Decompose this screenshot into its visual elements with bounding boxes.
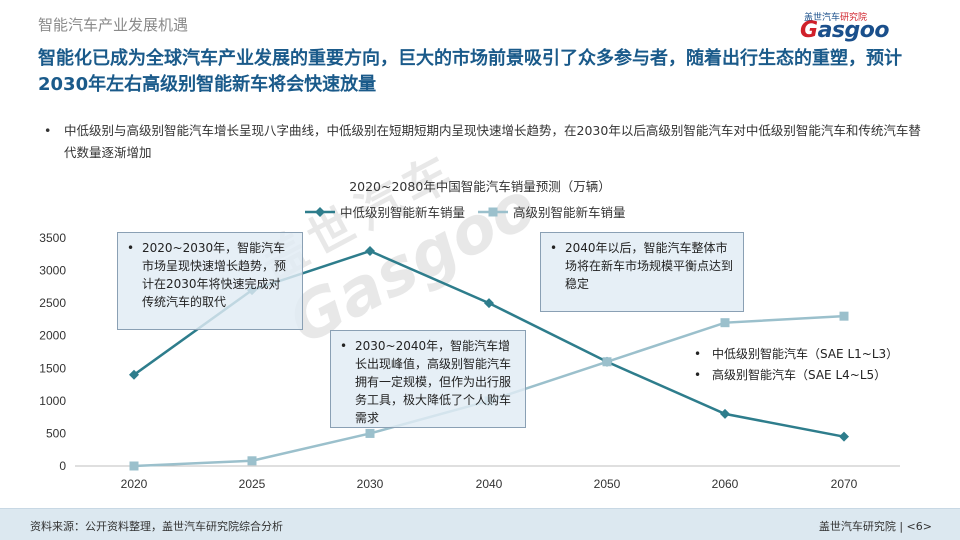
footer-org: 盖世汽车研究院 — [818, 520, 896, 533]
chart-title: 2020~2080年中国智能汽车销量预测（万辆） — [349, 179, 611, 194]
logo-top-red: 研究院 — [840, 13, 868, 23]
page-headline: 智能化已成为全球汽车产业发展的重要方向，巨大的市场前景吸引了众多参与者，随着出行… — [38, 48, 902, 95]
logo-main-text: Gasgoo — [800, 18, 889, 43]
series-2-point — [247, 456, 257, 466]
logo-top-text: 盖世汽车研究院 — [804, 10, 867, 23]
annotation-text: 2020~2030年，智能汽车市场呈现快速增长趋势，预计在2030年将快速完成对… — [142, 241, 287, 309]
y-tick-label: 1500 — [39, 361, 66, 375]
annotation-2020-2030: • 2020~2030年，智能汽车市场呈现快速增长趋势，预计在2030年将快速完… — [117, 232, 303, 330]
y-tick-label: 1000 — [39, 394, 66, 408]
series-2-point — [129, 461, 139, 471]
source-note: 资料来源：公开资料整理，盖世汽车研究院综合分析 — [30, 520, 283, 533]
note-marker: • — [340, 339, 348, 353]
section-label: 智能汽车产业发展机遇 — [38, 16, 189, 34]
page-number: | <6> — [899, 520, 932, 533]
logo-main-g: G — [800, 18, 818, 43]
annotation-text: 2040年以后，智能汽车整体市场将在新车市场规模平衡点达到稳定 — [565, 241, 734, 291]
chart-axes: 0 500 1000 1500 2000 2500 3000 3500 2020 2025 2030… — [39, 231, 900, 491]
x-tick-label: 2070 — [831, 477, 858, 491]
series-2-point — [839, 311, 849, 321]
y-tick-label: 3000 — [39, 264, 66, 278]
note-marker: • — [127, 241, 135, 255]
series-2-point — [365, 428, 375, 438]
summary-bullet: • 中低级别与高级别智能汽车增长呈现八字曲线，中低级别在短期短期内呈现快速增长趋… — [38, 120, 928, 164]
sae-level-item: • 中低级别智能汽车（SAE L1~L3） — [690, 344, 898, 365]
y-tick-label: 2500 — [39, 296, 66, 310]
x-tick-label: 2020 — [121, 477, 148, 491]
series-1-point — [839, 431, 849, 442]
logo-main-rest: asgoo — [817, 18, 890, 43]
logo-top-blue: 盖世汽车 — [804, 13, 841, 23]
x-tick-label: 2050 — [594, 477, 621, 491]
series-1-point — [365, 246, 375, 257]
legend-label: 高级别智能新车销量 — [513, 205, 626, 220]
series-2-point — [720, 318, 730, 328]
annotation-after-2040: • 2040年以后，智能汽车整体市场将在新车市场规模平衡点达到稳定 — [540, 232, 744, 312]
y-tick-label: 2000 — [39, 329, 66, 343]
sae-level-marker: • — [694, 347, 702, 361]
annotation-2030-2040: • 2030~2040年，智能汽车增长出现峰值，高级别智能汽车拥有一定规模，但作… — [330, 330, 526, 428]
sae-level-marker: • — [694, 368, 702, 382]
legend-swatch-marker — [488, 207, 498, 217]
sae-level-item: • 高级别智能汽车（SAE L4~L5） — [690, 365, 898, 386]
sae-level-legend: • 中低级别智能汽车（SAE L1~L3） • 高级别智能汽车（SAE L4~L… — [690, 344, 898, 386]
legend-swatch-marker — [315, 207, 325, 217]
x-tick-label: 2025 — [239, 477, 266, 491]
series-1-point — [720, 408, 730, 419]
gasgoo-logo: 盖世汽车研究院 Gasgoo — [800, 10, 920, 43]
x-tick-label: 2030 — [357, 477, 384, 491]
series-1-point — [129, 369, 139, 380]
summary-text: 中低级别与高级别智能汽车增长呈现八字曲线，中低级别在短期短期内呈现快速增长趋势，… — [64, 123, 921, 160]
bullet-marker: • — [44, 123, 52, 138]
x-tick-label: 2040 — [476, 477, 503, 491]
footer-bar: 资料来源：公开资料整理，盖世汽车研究院综合分析 盖世汽车研究院 | <6> — [0, 508, 960, 540]
y-tick-label: 500 — [46, 426, 66, 440]
y-tick-label: 3500 — [39, 231, 66, 245]
chart-legend: 中低级别智能新车销量 高级别智能新车销量 — [305, 205, 626, 220]
legend-label: 中低级别智能新车销量 — [340, 205, 465, 220]
series-2-point — [602, 357, 612, 367]
sae-level-text: 中低级别智能汽车（SAE L1~L3） — [712, 347, 899, 361]
note-marker: • — [550, 241, 558, 255]
y-tick-label: 0 — [59, 459, 66, 473]
footer-right: 盖世汽车研究院 | <6> — [819, 518, 932, 534]
series-1-point — [484, 298, 494, 309]
annotation-text: 2030~2040年，智能汽车增长出现峰值，高级别智能汽车拥有一定规模，但作为出… — [355, 339, 512, 425]
sae-level-text: 高级别智能汽车（SAE L4~L5） — [712, 368, 887, 382]
x-tick-label: 2060 — [712, 477, 739, 491]
